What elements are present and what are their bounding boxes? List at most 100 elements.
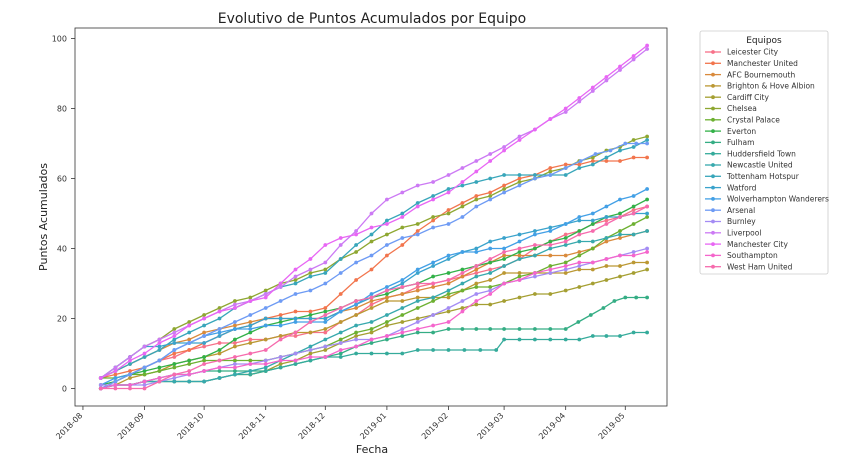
data-point [142,355,147,359]
data-point [604,78,609,83]
legend-label: Southampton [727,251,778,260]
data-point [217,327,222,331]
data-point [172,365,177,370]
data-point [563,222,568,226]
data-point [502,299,506,303]
data-point [323,260,328,265]
data-point [338,351,343,356]
data-point [323,320,328,324]
data-point [217,330,222,335]
data-point [517,232,522,237]
data-point [446,257,451,261]
legend-label: Everton [727,127,756,136]
data-point [604,334,609,338]
data-point [590,222,595,226]
data-point [431,194,435,198]
data-point [293,334,298,338]
data-point [293,278,298,282]
data-point [248,295,253,300]
data-point [128,369,132,373]
data-point [502,173,506,177]
y-ticks: 0 20 40 60 80 100 [52,35,75,394]
data-point [577,250,582,254]
data-point [142,383,147,387]
data-point [431,264,435,268]
data-point [415,295,420,300]
data-point [385,222,389,226]
data-point [517,271,522,275]
data-point [369,299,374,303]
data-point [354,299,358,303]
legend-marker [711,84,715,88]
data-point [590,159,595,163]
data-point [446,187,451,191]
data-point [517,173,522,177]
data-point [293,274,298,279]
data-point [415,271,420,275]
data-point [278,313,283,317]
legend-marker [711,264,715,269]
series-line [100,139,648,379]
legend-label: Brighton & Hove Albion [727,82,815,91]
data-point [488,152,493,156]
data-point [517,253,522,258]
data-point [113,372,118,377]
data-point [369,239,374,244]
data-point [604,257,609,261]
data-point [369,341,374,345]
y-tick-label: 20 [57,315,67,324]
data-point [369,302,374,307]
data-point [157,348,162,352]
data-point [113,379,118,384]
data-point [278,285,283,289]
data-point [488,288,493,293]
data-point [645,47,649,51]
x-tick-label: 2019-03 [476,411,506,441]
data-point [548,246,553,251]
data-point [623,141,628,146]
data-point [128,362,132,366]
data-point [533,271,537,275]
data-point [308,288,313,293]
data-point [278,337,283,342]
data-point [502,250,506,254]
legend-label: West Ham United [727,262,793,271]
data-point [308,309,313,314]
data-point [474,180,479,184]
data-point [577,285,582,289]
data-point [474,274,479,279]
data-point [415,232,420,237]
data-point [400,215,405,219]
data-point [308,316,313,321]
data-point [233,355,237,359]
data-point [323,243,328,247]
data-point [590,85,595,90]
data-point [631,155,636,160]
data-point [323,281,328,286]
data-point [202,323,207,328]
data-point [385,351,389,356]
data-point [293,362,298,366]
data-point [431,313,435,317]
legend: Equipos Leicester City Manchester United A… [699,30,829,275]
data-point [548,337,553,342]
data-point [488,292,493,296]
data-point [278,362,283,366]
data-point [233,320,237,324]
data-point [563,243,568,247]
data-point [217,365,222,370]
data-point [563,166,568,170]
data-point [488,246,493,251]
data-point [618,148,622,153]
data-point [157,365,162,370]
data-point [618,274,622,279]
data-point [385,243,389,247]
data-point [517,246,522,251]
data-point [278,299,283,303]
data-point [446,173,451,177]
series-line [100,230,648,379]
data-point [631,330,636,335]
legend-marker [711,151,715,156]
data-point [323,267,328,272]
